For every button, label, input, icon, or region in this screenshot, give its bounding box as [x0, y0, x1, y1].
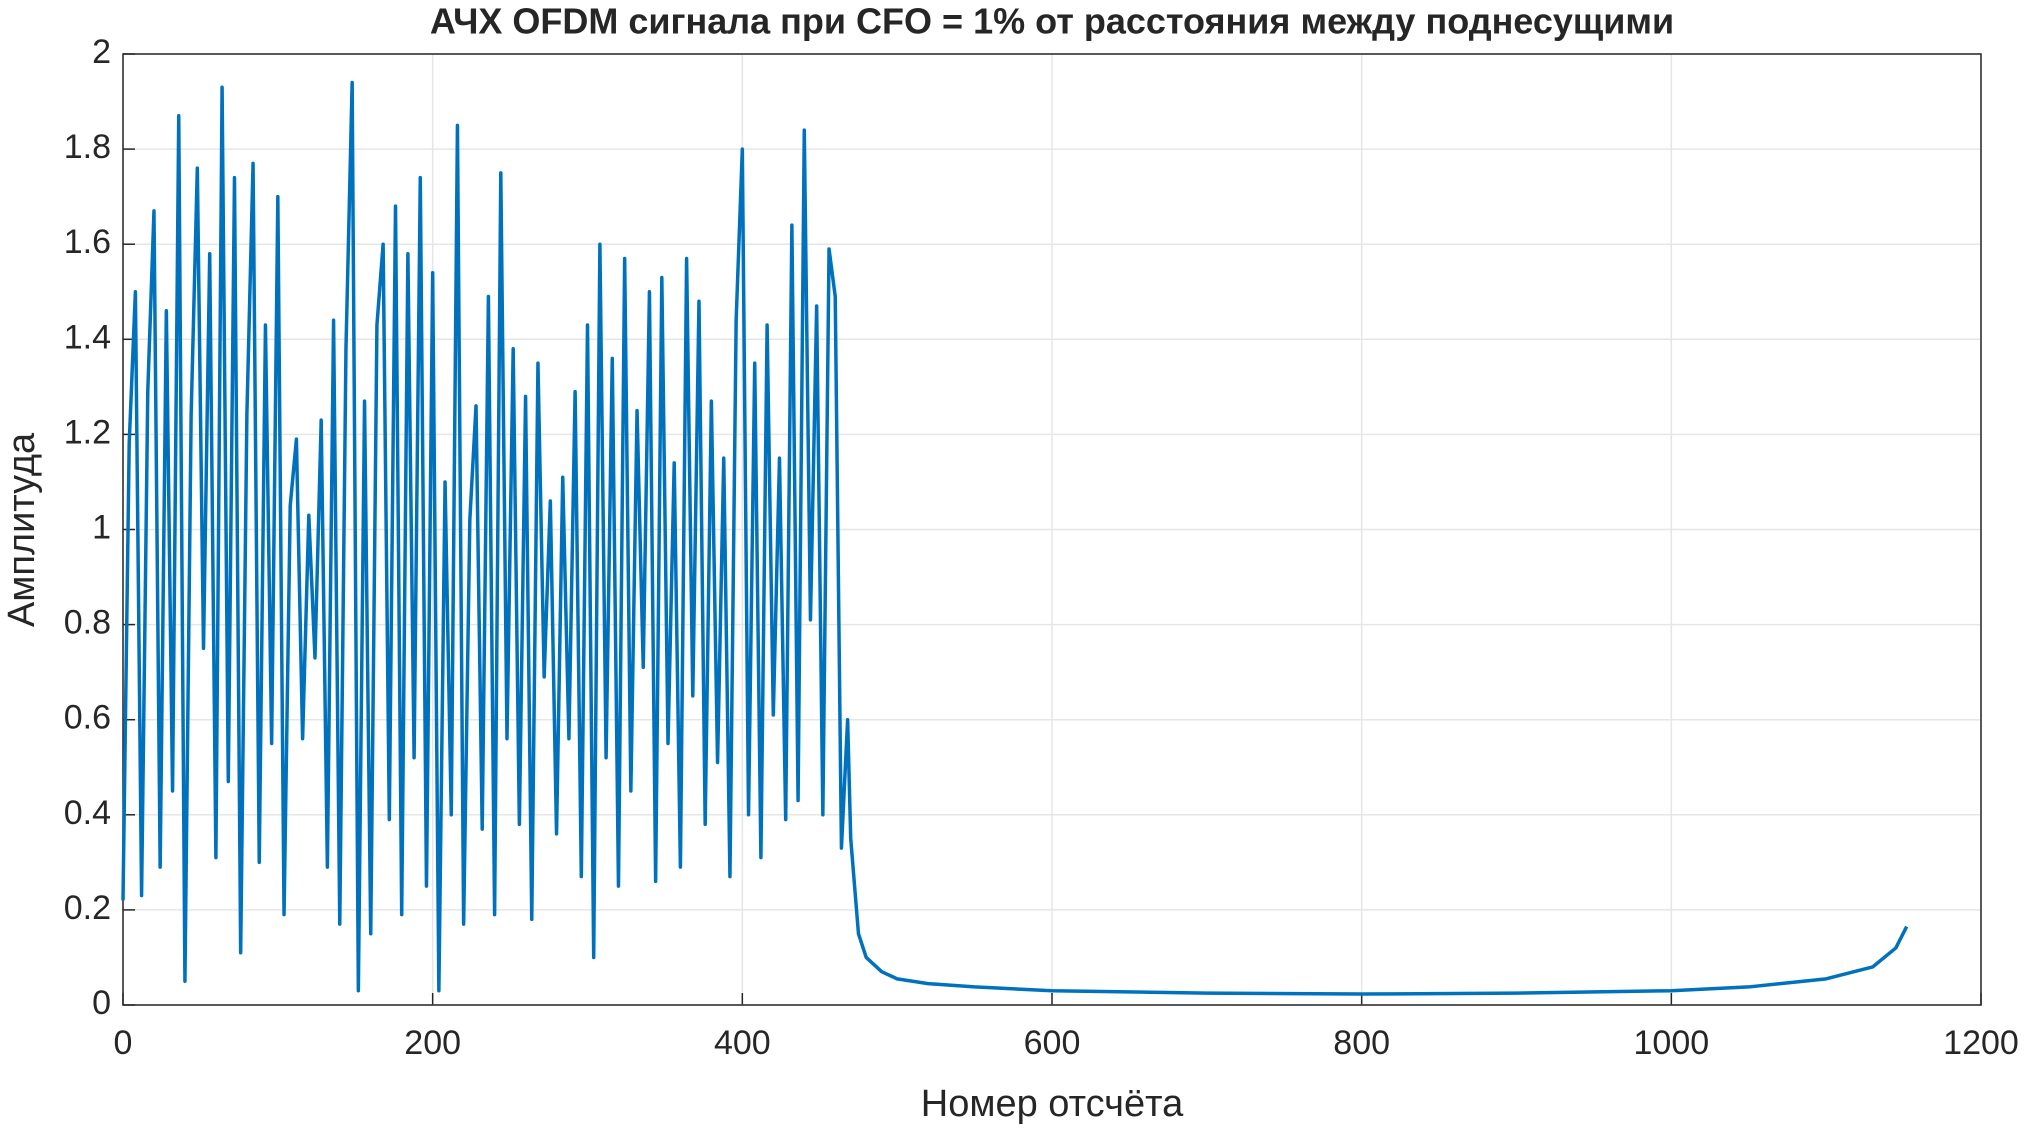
x-tick-label: 400 — [714, 1024, 771, 1062]
y-tick-label: 0 — [92, 984, 111, 1022]
plot-frame — [122, 53, 1982, 1006]
data-line — [121, 80, 1909, 996]
y-tick-label: 1.8 — [64, 128, 111, 166]
y-tick-label: 1.6 — [64, 223, 111, 261]
y-tick-label: 1 — [92, 508, 111, 546]
x-tick-label: 200 — [404, 1024, 461, 1062]
x-tick-label: 1000 — [1634, 1024, 1710, 1062]
x-tick-label: 600 — [1024, 1024, 1081, 1062]
y-tick-label: 0.4 — [64, 794, 111, 832]
y-tick-label: 0.2 — [64, 889, 111, 927]
chart-title: АЧХ OFDM сигнала при CFO = 1% от расстоя… — [430, 1, 1674, 42]
y-tick-label: 1.4 — [64, 318, 111, 356]
x-tick-label: 800 — [1333, 1024, 1390, 1062]
y-tick-label: 1.2 — [64, 413, 111, 451]
y-tick-label: 0.6 — [64, 699, 111, 737]
y-tick-label: 2 — [92, 33, 111, 71]
x-tick-label: 1200 — [1943, 1024, 2019, 1062]
y-axis-label: Амплитуда — [1, 432, 43, 627]
x-axis-label: Номер отсчёта — [921, 1083, 1184, 1125]
x-tick-label: 0 — [114, 1024, 133, 1062]
y-tick-label: 0.8 — [64, 604, 111, 642]
